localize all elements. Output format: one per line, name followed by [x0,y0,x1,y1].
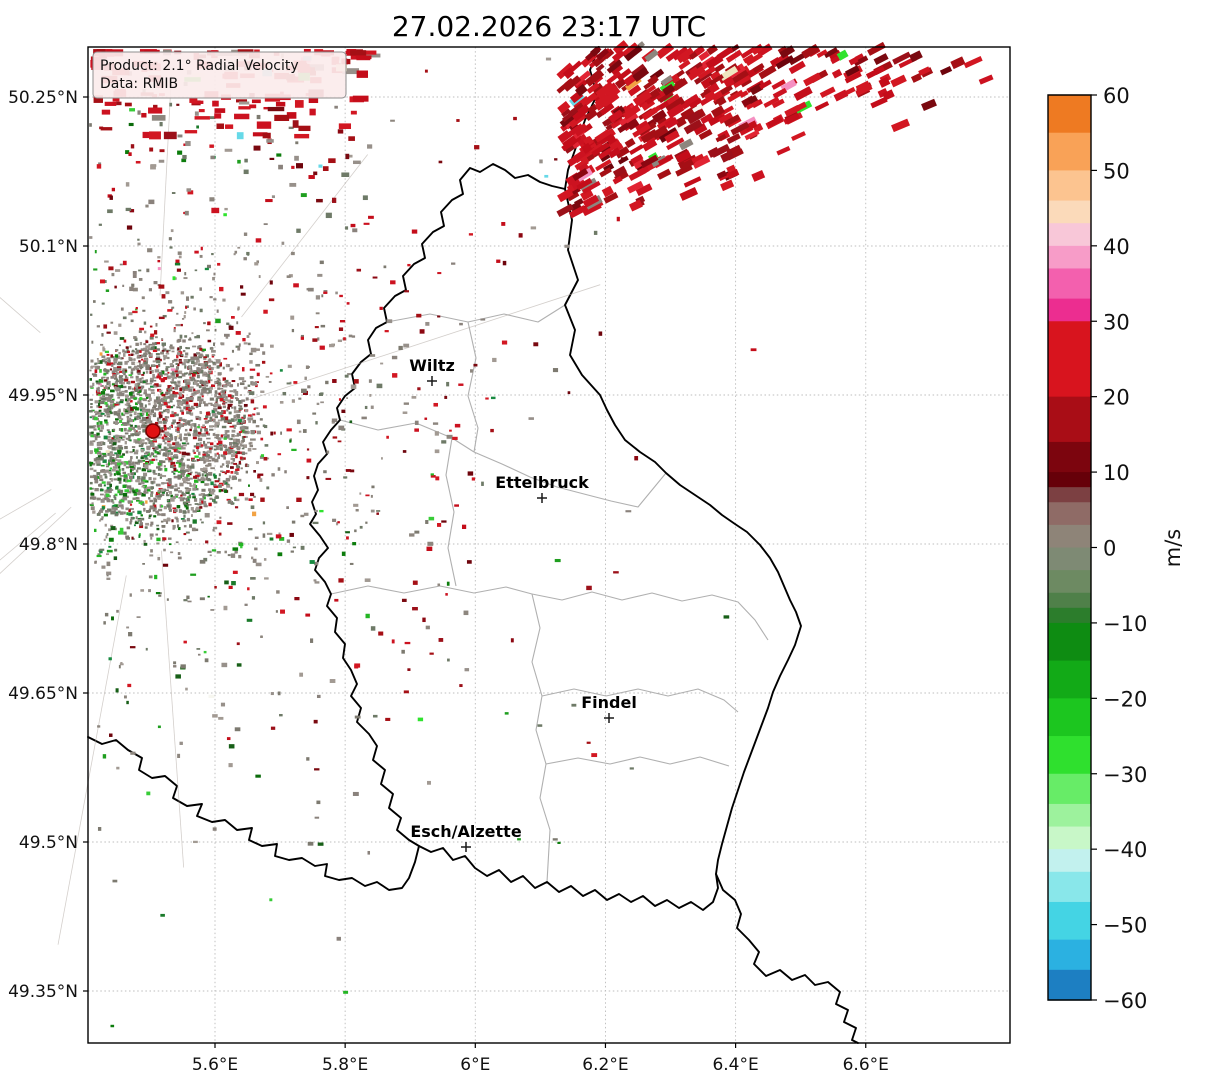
colorbar-tick-label: −10 [1103,612,1147,636]
axis-ticks: 5.6°E 5.8°E 6°E 6.2°E 6.4°E 6.6°E 50.25°N 50.1°… [8,88,889,1075]
x-tick-label: 5.8°E [322,1055,368,1075]
product-label: Product: 2.1° Radial Velocity [100,58,299,74]
city-cross-icon [537,493,547,503]
colorbar-tick-label: −20 [1103,687,1147,711]
city-cross-icon [461,842,471,852]
x-tick-label: 5.6°E [192,1055,238,1075]
colorbar-tick-label: −40 [1103,838,1147,862]
colorbar-tick-label: 30 [1103,310,1130,334]
colorbar-unit-label: m/s [1161,529,1185,567]
colorbar-tick-label: 20 [1103,386,1130,410]
product-info-box: Product: 2.1° Radial Velocity Data: RMIB [92,51,347,99]
x-tick-label: 6.6°E [843,1055,889,1075]
y-tick-label: 49.95°N [8,386,78,406]
colorbar-tick-label: −60 [1103,989,1147,1013]
belgium-france-border [87,736,420,891]
colorbar-tick-label: 0 [1103,537,1116,561]
colorbar-tick-label: 50 [1103,159,1130,183]
luxembourg-border [309,163,802,911]
city-cross-icon [427,376,437,386]
city-label-findel: Findel [581,693,637,712]
city-label-ettelbruck: Ettelbruck [495,473,589,492]
colorbar-tick-label: 40 [1103,235,1130,259]
city-marker-findel: Findel [581,693,637,723]
figure-title: 27.02.2026 23:17 UTC [392,10,706,43]
data-source-label: Data: RMIB [100,76,178,92]
plot-frame [87,46,1011,1044]
colorbar-tick-label: 60 [1103,84,1130,108]
france-germany-border [715,873,859,1044]
belgium-germany-border [564,46,600,190]
city-label-wiltz: Wiltz [409,356,455,375]
y-tick-label: 49.65°N [8,684,78,704]
grid-lines [88,47,1010,1043]
city-cross-icon [604,713,614,723]
city-marker-ettelbruck: Ettelbruck [495,473,589,503]
city-marker-esch: Esch/Alzette [410,822,522,852]
y-tick-label: 50.1°N [19,237,78,257]
x-tick-label: 6.4°E [712,1055,758,1075]
colorbar-tick-label: −30 [1103,763,1147,787]
y-tick-label: 49.35°N [8,982,78,1002]
x-tick-label: 6.2°E [582,1055,628,1075]
country-borders [87,46,859,1044]
colorbar [1048,95,1091,1001]
colorbar-tick-label: −50 [1103,914,1147,938]
colorbar-ticks: 60 50 40 30 20 10 0 −10 −20 −30 −40 −50 −60 [1091,84,1147,1013]
x-tick-label: 6°E [460,1055,490,1075]
city-label-esch: Esch/Alzette [410,822,522,841]
canton-borders [330,304,769,883]
y-tick-label: 50.25°N [8,88,78,108]
radar-echoes [0,40,994,1028]
radar-site-marker [145,423,161,439]
y-tick-label: 49.8°N [19,535,78,555]
city-marker-wiltz: Wiltz [409,356,455,386]
colorbar-tick-label: 10 [1103,461,1130,485]
y-tick-label: 49.5°N [19,833,78,853]
